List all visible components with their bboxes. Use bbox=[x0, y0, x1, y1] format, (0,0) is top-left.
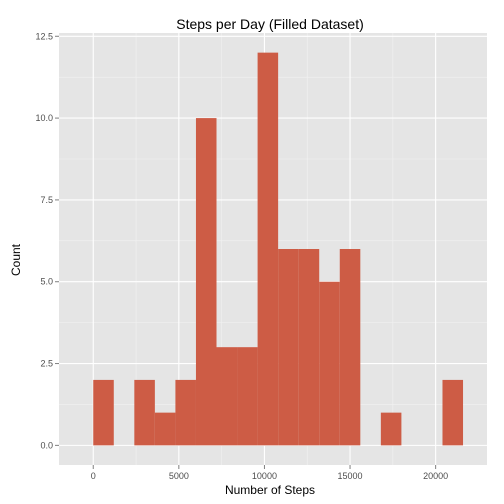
histogram-bar bbox=[257, 52, 279, 446]
x-tick-label: 20000 bbox=[423, 471, 448, 481]
y-tick-label: 7.5 bbox=[40, 195, 53, 205]
y-tick-label: 12.5 bbox=[35, 31, 53, 41]
histogram-bar bbox=[339, 249, 361, 446]
histogram-bar bbox=[298, 249, 320, 446]
y-axis-ticks: 0.0 2.5 5.0 7.5 10.0 12.5 bbox=[35, 31, 59, 450]
x-tick-label: 0 bbox=[91, 471, 96, 481]
histogram-bar bbox=[134, 379, 155, 446]
x-axis-ticks: 0 5000 10000 15000 20000 bbox=[91, 465, 448, 481]
chart-title: Steps per Day (Filled Dataset) bbox=[176, 16, 364, 32]
histogram-bars bbox=[93, 52, 464, 446]
histogram-bar bbox=[216, 347, 238, 446]
x-tick-label: 5000 bbox=[169, 471, 189, 481]
y-tick-label: 10.0 bbox=[35, 113, 53, 123]
histogram-bar bbox=[380, 412, 402, 446]
histogram-bar bbox=[195, 118, 217, 446]
histogram-bar bbox=[319, 281, 340, 446]
y-axis-label: Count bbox=[9, 243, 23, 276]
x-tick-label: 10000 bbox=[252, 471, 277, 481]
histogram-bar bbox=[237, 347, 258, 446]
x-axis-label: Number of Steps bbox=[225, 483, 315, 497]
y-tick-label: 2.5 bbox=[40, 359, 53, 369]
histogram-bar bbox=[154, 412, 176, 446]
y-tick-label: 5.0 bbox=[40, 277, 53, 287]
histogram-bar bbox=[93, 379, 114, 446]
histogram-bar bbox=[442, 379, 464, 446]
y-tick-label: 0.0 bbox=[40, 440, 53, 450]
histogram-bar bbox=[175, 379, 196, 446]
x-tick-label: 15000 bbox=[338, 471, 363, 481]
histogram-bar bbox=[278, 249, 299, 446]
